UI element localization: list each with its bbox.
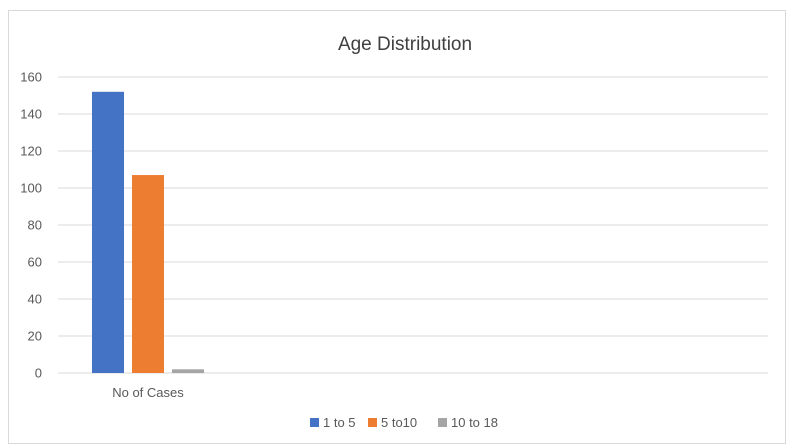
bars (92, 91, 204, 374)
y-tick-label: 20 (28, 329, 42, 344)
y-tick-label: 160 (20, 70, 42, 85)
bar-5-to10 (132, 175, 164, 373)
y-axis-ticks: 0 20 40 60 80 100 120 140 160 (20, 70, 42, 381)
legend-label: 5 to10 (381, 415, 417, 430)
legend: 1 to 5 5 to10 10 to 18 (310, 415, 498, 430)
x-category-label: No of Cases (112, 385, 184, 400)
y-tick-label: 120 (20, 144, 42, 159)
y-tick-label: 60 (28, 255, 42, 270)
chart-title: Age Distribution (338, 34, 472, 55)
legend-label: 10 to 18 (451, 415, 498, 430)
y-tick-label: 40 (28, 292, 42, 307)
legend-swatch (310, 418, 319, 427)
x-axis-categories: No of Cases (112, 385, 184, 400)
gridlines (58, 76, 768, 374)
bar-1-to-5 (92, 91, 124, 374)
y-tick-label: 0 (35, 366, 42, 381)
y-tick-label: 80 (28, 218, 42, 233)
y-tick-label: 100 (20, 181, 42, 196)
legend-label: 1 to 5 (323, 415, 356, 430)
legend-swatch (368, 418, 377, 427)
bar-10-to-18 (172, 369, 204, 373)
y-tick-label: 140 (20, 107, 42, 122)
legend-swatch (438, 418, 447, 427)
